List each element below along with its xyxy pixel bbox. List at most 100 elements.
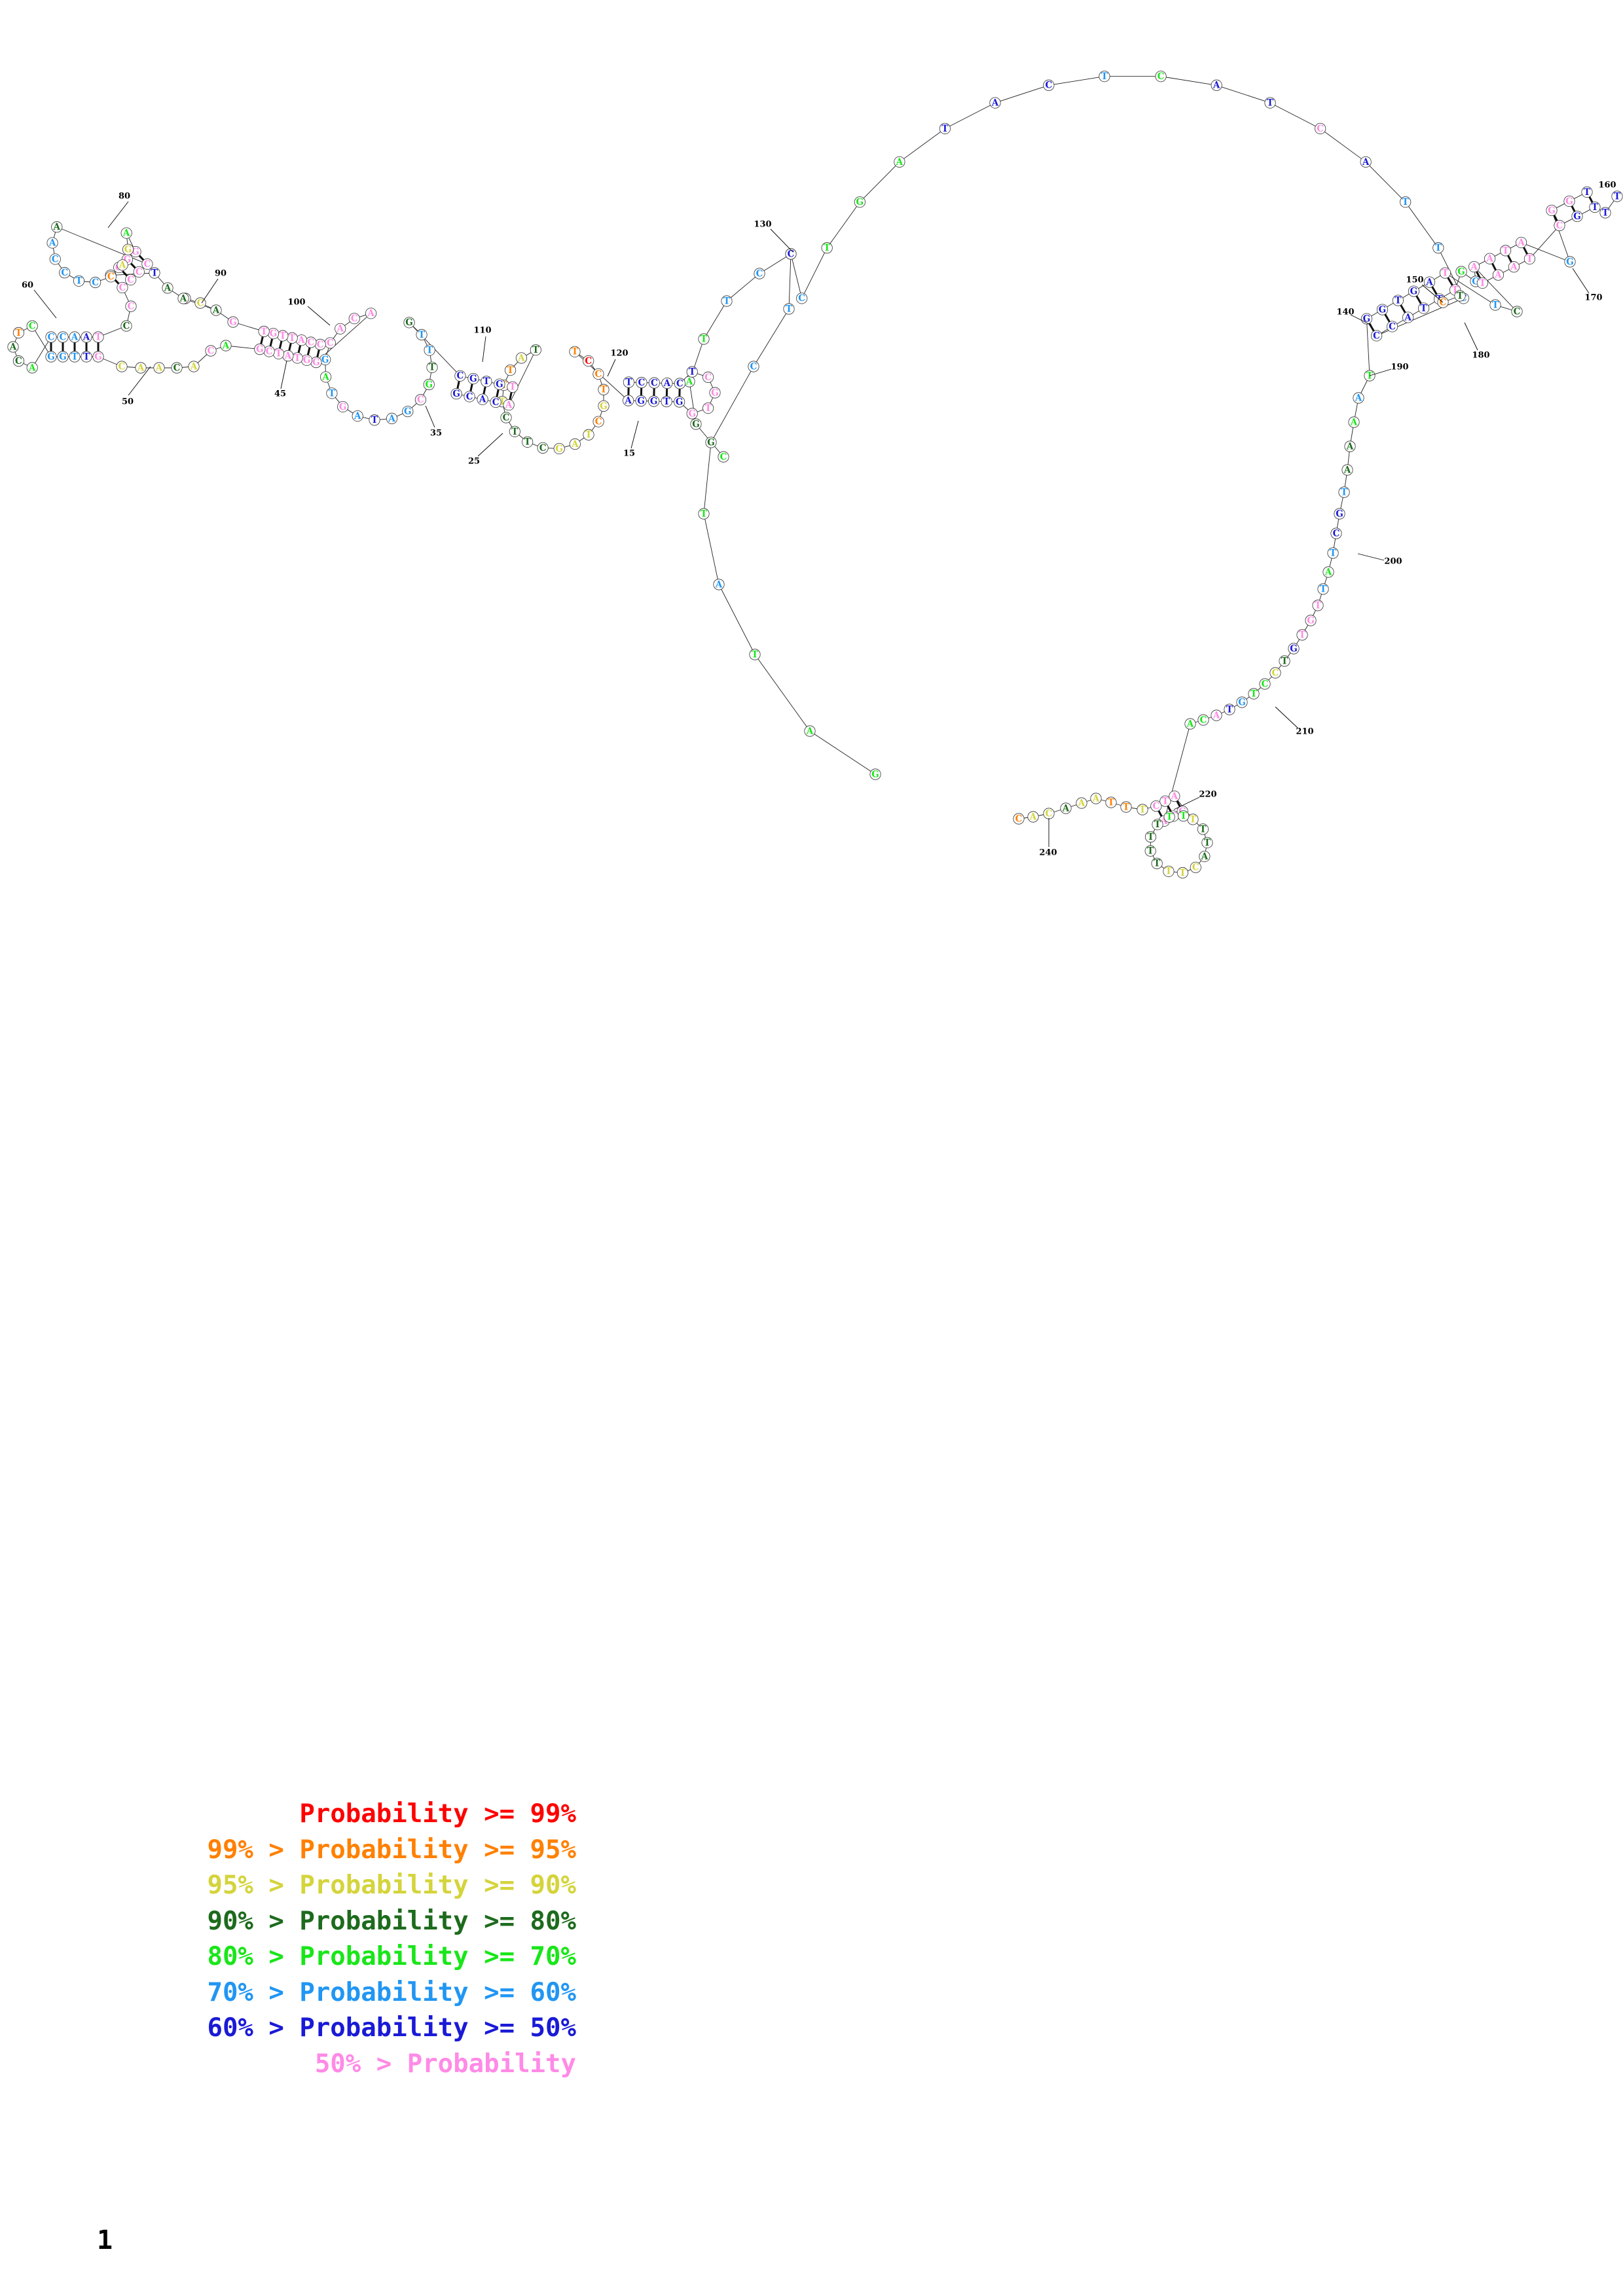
svg-text:G: G: [871, 769, 879, 780]
nucleotide: C: [593, 368, 604, 380]
svg-text:C: C: [595, 369, 602, 380]
nucleotide: A: [1027, 811, 1039, 823]
nucleotide: A: [503, 399, 515, 411]
svg-text:T: T: [507, 365, 514, 376]
nucleotide: T: [1248, 688, 1260, 700]
svg-text:C: C: [327, 338, 334, 348]
svg-text:T: T: [1341, 487, 1347, 497]
nucleotide: T: [1312, 600, 1324, 611]
nucleotide: G: [1563, 195, 1575, 207]
nucleotide: A: [713, 579, 725, 590]
nucleotide: A: [1492, 269, 1504, 281]
nucleotide: C: [754, 268, 765, 279]
probability-legend: Probability >= 99% 99% > Probability >= 9…: [98, 1797, 687, 2082]
nucleotide: C: [117, 281, 128, 294]
svg-text:G: G: [47, 351, 55, 362]
svg-text:A: A: [991, 98, 999, 108]
svg-text:A: A: [1350, 417, 1358, 427]
nucleotide: G: [598, 400, 610, 412]
svg-text:G: G: [856, 197, 864, 207]
svg-text:T: T: [1190, 814, 1196, 825]
nucleotide: T: [569, 346, 581, 357]
position-label: 100: [287, 298, 305, 308]
nucleotide: A: [335, 323, 346, 334]
nucleotide: T: [286, 332, 298, 344]
nucleotide: T: [939, 122, 951, 135]
nucleotide: G: [1408, 285, 1420, 297]
svg-text:A: A: [137, 363, 145, 373]
nucleotide: A: [1060, 802, 1072, 814]
svg-text:T: T: [294, 353, 301, 363]
nucleotide: T: [1159, 795, 1171, 807]
nucleotide: T: [1099, 71, 1110, 82]
svg-text:G: G: [469, 374, 477, 384]
nucleotide: A: [1169, 790, 1180, 802]
nucleotide: C: [1437, 296, 1449, 308]
nucleotide: A: [1423, 276, 1436, 288]
nucleotide: G: [854, 196, 866, 208]
svg-text:A: A: [9, 342, 17, 352]
svg-text:C: C: [756, 268, 763, 279]
nucleotide: G: [467, 372, 479, 385]
nucleotide: C: [1511, 306, 1523, 317]
nucleotide: A: [1348, 416, 1360, 428]
nucleotide: T: [1489, 299, 1501, 311]
svg-text:A: A: [571, 439, 579, 450]
svg-text:A: A: [1213, 81, 1220, 91]
svg-text:G: G: [1573, 211, 1581, 222]
svg-text:C: C: [539, 443, 547, 454]
svg-text:G: G: [229, 317, 237, 327]
svg-text:T: T: [1147, 846, 1154, 857]
svg-text:A: A: [71, 332, 79, 342]
position-label: 60: [22, 281, 33, 291]
nucleotide: A: [177, 293, 189, 304]
svg-text:T: T: [1452, 285, 1459, 295]
svg-text:G: G: [1410, 286, 1418, 296]
nucleotide: T: [583, 429, 594, 440]
svg-text:C: C: [1440, 297, 1447, 308]
nucleotide: T: [522, 436, 534, 448]
nucleotide: G: [423, 378, 435, 391]
svg-text:T: T: [1592, 202, 1598, 213]
svg-text:A: A: [1346, 441, 1354, 452]
nucleotide: A: [1090, 793, 1102, 804]
nucleotide: C: [26, 320, 38, 332]
page-number: 1: [97, 2225, 113, 2255]
svg-text:A: A: [354, 411, 361, 422]
svg-text:T: T: [1165, 867, 1172, 877]
svg-text:G: G: [321, 355, 329, 365]
svg-text:T: T: [723, 296, 730, 306]
nucleotide: T: [1163, 811, 1175, 823]
nucleotide: T: [507, 381, 519, 393]
svg-text:A: A: [1355, 393, 1362, 403]
nucleotide: G: [227, 316, 239, 328]
svg-text:T: T: [786, 304, 792, 314]
nucleotide: C: [90, 276, 101, 289]
nucleotide: A: [1360, 156, 1372, 168]
nucleotide: C: [141, 258, 153, 270]
nucleotide: C: [133, 266, 145, 278]
nucleotide: C: [702, 371, 714, 384]
svg-text:G: G: [1290, 643, 1298, 654]
nucleotide: T: [1197, 823, 1209, 835]
nucleotide: C: [1269, 667, 1281, 679]
nucleotide: T: [1137, 804, 1148, 816]
svg-text:T: T: [429, 363, 435, 373]
nucleotide: G: [674, 396, 685, 408]
nucleotide: G: [267, 328, 280, 340]
nucleotide: C: [45, 331, 57, 343]
nucleotide: A: [135, 362, 147, 374]
nucleotide: A: [220, 340, 232, 351]
nucleotide: A: [153, 362, 165, 374]
nucleotide: A: [365, 308, 377, 319]
nucleotide: C: [537, 442, 549, 454]
nucleotide: A: [1353, 392, 1364, 404]
svg-text:G: G: [496, 379, 503, 389]
nucleotide: T: [1224, 704, 1235, 715]
nucleotide: T: [530, 344, 541, 356]
svg-text:C: C: [29, 321, 36, 332]
svg-text:C: C: [750, 361, 757, 372]
nucleotide: G: [648, 395, 660, 407]
nucleotide: T: [291, 352, 303, 364]
svg-text:T: T: [83, 351, 90, 362]
